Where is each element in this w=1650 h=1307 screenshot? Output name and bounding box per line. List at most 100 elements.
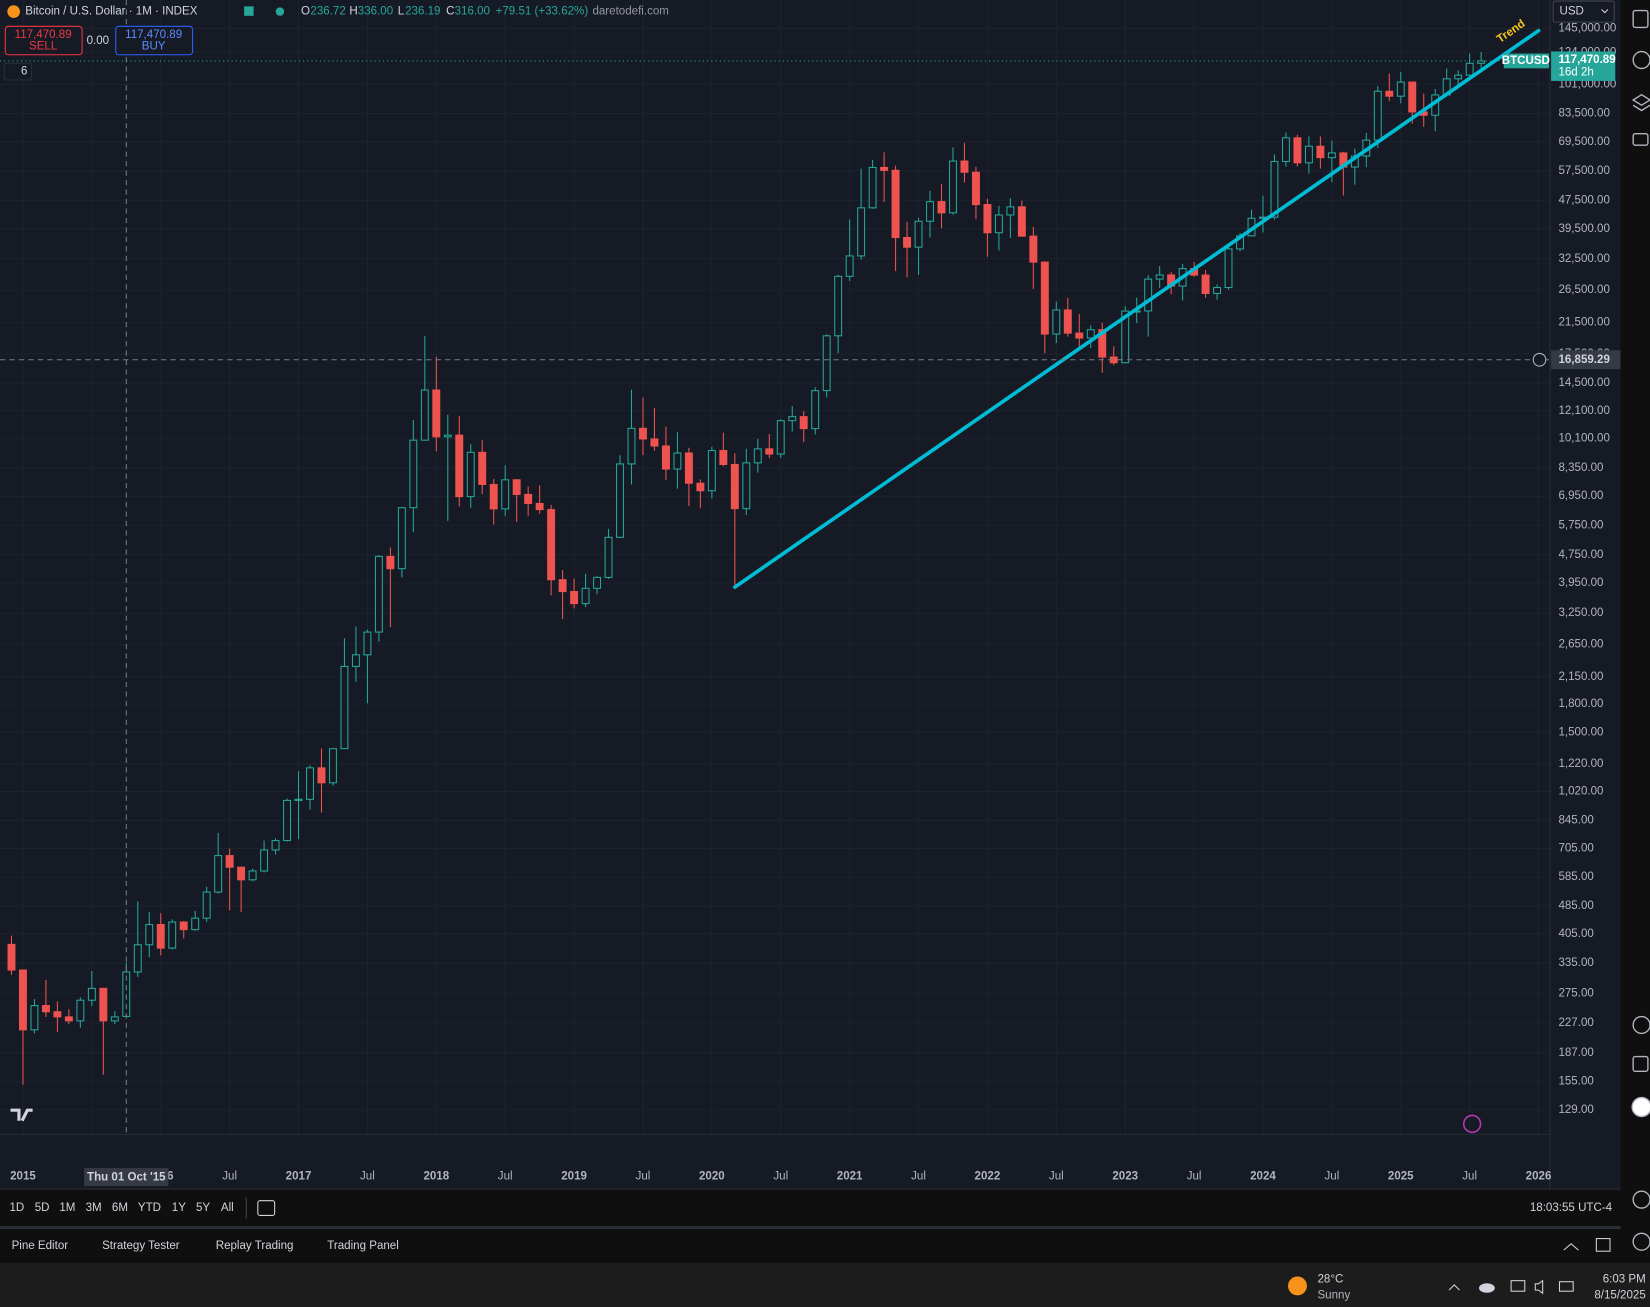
tray-icon[interactable] [1479,1283,1495,1293]
y-tick-label: 2,650.00 [1558,639,1603,651]
logo [10,1108,33,1122]
tray-icon[interactable] [1448,1284,1460,1291]
candle-body [547,509,556,581]
currency-select[interactable] [1552,0,1615,23]
icon[interactable] [1632,132,1649,146]
icon[interactable] [1632,9,1649,29]
candle-body [914,220,923,248]
indicators-count: 6 [21,66,27,78]
market-flag [244,6,254,16]
tray-icon[interactable] [1510,1280,1526,1292]
candle-body [41,1005,50,1013]
alert-icon[interactable] [1462,1114,1482,1134]
icon[interactable] [1632,1015,1650,1035]
candle-body [466,451,475,498]
timeframe-button[interactable]: 6M [112,1202,128,1214]
crosshair-date: Thu 01 Oct '15 [87,1172,166,1184]
y-tick-label: 227.00 [1558,1017,1593,1029]
candle-body [742,462,751,510]
candle-body [374,555,383,633]
timeframe-button[interactable]: 5D [35,1202,50,1214]
crosshair-date-box [84,1168,169,1186]
candle-body [30,1005,39,1031]
candle-body [1281,137,1290,163]
candle-body [1086,329,1095,339]
weather-icon [1288,1276,1307,1296]
y-tick-label: 1,500.00 [1558,726,1603,738]
candle-body [1316,145,1325,159]
y-tick-label: 8,350.00 [1558,462,1603,474]
legend-value: 236.19 [405,6,440,18]
timeframe-button[interactable]: YTD [138,1202,161,1214]
panel-tab[interactable]: Strategy Tester [102,1240,180,1252]
candle-body [420,389,429,441]
y-tick-label: 2,150.00 [1558,671,1603,683]
candle-body [443,434,452,438]
icon[interactable] [1632,1232,1650,1251]
candle-body [1408,81,1417,113]
y-tick-label: 5,750.00 [1558,519,1603,531]
candle-body [1201,274,1210,294]
timeframe-button[interactable]: All [221,1202,234,1214]
timeframe-button[interactable]: 3M [86,1202,102,1214]
candle-body [1465,62,1474,76]
maximize-icon[interactable] [1595,1238,1611,1252]
candle-body [156,924,165,949]
y-tick-label: 57,500.00 [1558,165,1609,177]
y-tick-label: 1,220.00 [1558,758,1603,770]
timeframe-button[interactable]: 1M [59,1202,75,1214]
icon[interactable] [1631,1096,1650,1118]
timeframe-button[interactable]: 1Y [172,1202,186,1214]
y-tick-label: 39,500.00 [1558,223,1609,235]
candle-body [960,160,969,173]
x-tick-label: 2026 [1526,1171,1552,1183]
legend-label: O [301,6,310,18]
candle-body [87,987,96,1001]
y-tick-label: 3,250.00 [1558,607,1603,619]
candle-body [903,237,912,248]
candle-body [616,463,624,538]
add-alert[interactable] [1532,352,1547,367]
buy-button[interactable] [115,25,194,56]
candle-body [994,214,1003,234]
tray-icon[interactable] [1558,1281,1574,1292]
panel-tab[interactable]: Replay Trading [216,1240,294,1252]
candle-body [271,840,280,851]
candle-body [1017,206,1026,237]
candle-body [53,1011,62,1018]
x-tick-label: Jul [498,1171,513,1183]
icon[interactable] [1632,1190,1650,1209]
calendar-icon[interactable] [257,1200,276,1216]
panel-tab[interactable]: Trading Panel [327,1240,399,1252]
candle-body [1052,309,1061,335]
symbol-title[interactable]: Bitcoin / U.S. Dollar · 1M · INDEX [25,6,197,18]
candle-body [306,767,314,800]
candle-body [845,255,854,277]
candle-body [64,1016,73,1022]
candle-body [937,201,946,214]
sell-button[interactable] [4,25,83,56]
tray-icon[interactable] [1534,1279,1544,1295]
y-tick-label: 405.00 [1558,928,1593,940]
panel-tab[interactable]: Pine Editor [12,1240,69,1252]
collapse-icon[interactable] [1563,1243,1579,1251]
candle-body [1477,60,1486,64]
spread: 0.00 [87,35,110,47]
timeframe-button[interactable]: 1D [9,1202,24,1214]
candle-body [1029,235,1038,263]
candle-body [351,654,360,667]
x-tick-label: 2025 [1388,1171,1414,1183]
crosshair-price-box [1551,350,1621,370]
candle-body [133,944,142,973]
icon[interactable] [1631,93,1650,112]
icon[interactable] [1632,50,1650,70]
indicators-toggle[interactable] [3,62,33,81]
icon[interactable] [1632,1055,1649,1072]
y-tick-label: 26,500.00 [1558,284,1609,296]
timeframe-button[interactable]: 5Y [196,1202,210,1214]
candle-body [707,449,716,492]
x-tick-label: Jul [1462,1171,1477,1183]
candle-body [949,160,957,214]
